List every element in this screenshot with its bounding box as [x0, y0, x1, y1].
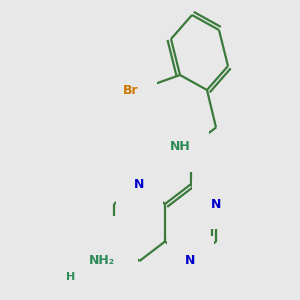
Text: N: N: [185, 254, 196, 268]
Text: N: N: [134, 178, 145, 191]
Text: N: N: [211, 197, 221, 211]
Text: N: N: [109, 235, 119, 248]
Text: Br: Br: [122, 83, 138, 97]
Text: H: H: [66, 272, 75, 283]
Text: NH₂: NH₂: [88, 254, 115, 268]
Text: NH: NH: [170, 140, 190, 154]
